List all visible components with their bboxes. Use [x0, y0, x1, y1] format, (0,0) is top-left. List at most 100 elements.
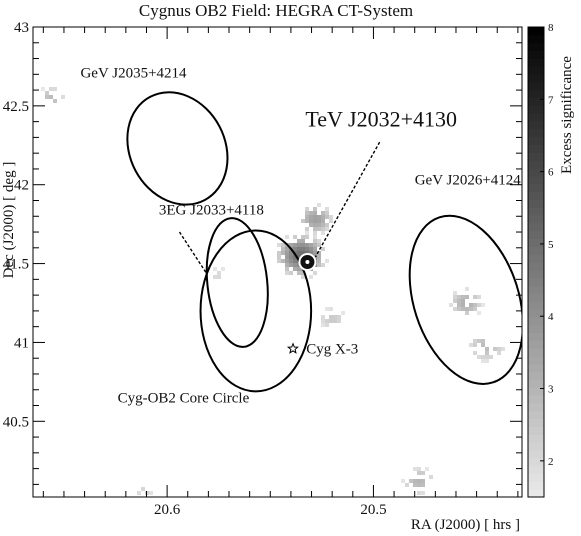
- colorbar-step: [528, 403, 544, 412]
- heatmap-cell: [213, 275, 217, 279]
- colorbar-step: [528, 316, 544, 326]
- heatmap-cell: [485, 347, 489, 351]
- heatmap-cell: [453, 299, 457, 303]
- heatmap-cell: [297, 243, 301, 247]
- x-tick-label: 20.5: [360, 502, 386, 518]
- annotation-gev-j2026-4124: GeV J2026+4124: [415, 173, 522, 189]
- heatmap-cell: [41, 87, 45, 91]
- heatmap-cell: [309, 223, 313, 227]
- colorbar-step: [528, 152, 544, 161]
- heatmap-cell: [473, 351, 477, 355]
- heatmap-cell: [473, 303, 477, 307]
- annotation-cyg-x-3: Cyg X-3: [306, 342, 358, 358]
- heatmap-cell: [325, 227, 329, 231]
- heatmap-cell: [461, 295, 465, 299]
- colorbar-tick-label: 7: [548, 94, 554, 106]
- heatmap-cell: [449, 303, 453, 307]
- heatmap-cell: [429, 475, 433, 479]
- heatmap-cell: [321, 223, 325, 227]
- heatmap-cell: [313, 271, 317, 275]
- heatmap-cell: [45, 95, 49, 99]
- heatmap-cell: [313, 251, 317, 255]
- heatmap-cell: [317, 259, 321, 263]
- heatmap-cell: [473, 339, 477, 343]
- star-icon: [286, 342, 299, 354]
- colorbar: 2 3 4 5 6 7 8: [527, 22, 554, 498]
- heatmap-cell: [313, 227, 317, 231]
- colorbar-step: [528, 387, 544, 396]
- annotation-cyg-ob2-core-circle: Cyg-OB2 Core Circle: [118, 390, 250, 406]
- heatmap-cell: [477, 339, 481, 343]
- heatmap-cell: [281, 251, 285, 255]
- heatmap-cell: [421, 491, 425, 495]
- heatmap-cell: [305, 251, 309, 255]
- heatmap-cell: [321, 215, 325, 219]
- colorbar-step: [528, 457, 544, 467]
- colorbar-step: [528, 74, 544, 83]
- heatmap-cell: [277, 255, 281, 259]
- heatmap-cell: [477, 311, 481, 315]
- colorbar-step: [528, 230, 544, 239]
- y-tick-label: 43: [14, 20, 29, 36]
- colorbar-step: [528, 50, 544, 59]
- heatmap-cell: [341, 311, 345, 315]
- heatmap-cell: [489, 355, 493, 359]
- colorbar-step: [528, 105, 544, 114]
- colorbar-step: [528, 191, 544, 200]
- colorbar-step: [528, 309, 544, 318]
- heatmap-cell: [321, 247, 325, 251]
- heatmap-cell: [317, 227, 321, 231]
- colorbar-step: [528, 473, 544, 482]
- heatmap-cell: [61, 95, 65, 99]
- colorbar-step: [528, 395, 544, 404]
- heatmap-cell: [289, 243, 293, 247]
- heatmap-cell: [461, 303, 465, 307]
- heatmap-cell: [305, 231, 309, 235]
- y-tick-label: 40.5: [3, 414, 29, 430]
- heatmap-cell: [317, 263, 321, 267]
- heatmap-cell: [473, 343, 477, 347]
- ellipse-gev-j2035-4214: [126, 91, 229, 206]
- y-axis-title: Dec (J2000) [ deg ]: [1, 162, 17, 279]
- heatmap-cell: [309, 247, 313, 251]
- heatmap-cell: [313, 239, 317, 243]
- y-tick-label: 41: [14, 335, 29, 351]
- y-axis: 40.5 41 41.5 42 42.5 43: [3, 20, 522, 485]
- ellipse-gev-j2026-4124: [408, 214, 522, 385]
- colorbar-tick-label: 6: [548, 167, 554, 179]
- heatmap-cell: [317, 215, 321, 219]
- heatmap-cell: [317, 251, 321, 255]
- colorbar-step: [528, 121, 544, 130]
- colorbar-step: [528, 450, 544, 459]
- colorbar-step: [528, 262, 544, 271]
- heatmap-cell: [425, 467, 429, 471]
- heatmap-cell: [309, 243, 313, 247]
- colorbar-step: [528, 465, 544, 474]
- colorbar-step: [528, 144, 544, 153]
- heatmap-cell: [289, 251, 293, 255]
- ellipse-cyg-ob2-core-circle: [199, 229, 313, 393]
- heatmap-cell: [301, 271, 305, 275]
- heatmap-cell: [317, 219, 321, 223]
- colorbar-step: [528, 442, 544, 451]
- colorbar-step: [528, 199, 544, 208]
- leader-3eg-j2033: [178, 231, 207, 274]
- heatmap-cell: [213, 267, 217, 271]
- colorbar-step: [528, 301, 544, 310]
- heatmap-cell: [305, 211, 309, 215]
- colorbar-frame: [527, 26, 545, 498]
- colorbar-step: [528, 269, 544, 279]
- heatmap-cell: [325, 307, 329, 311]
- heatmap-cell: [485, 359, 489, 363]
- heatmap-cell: [309, 251, 313, 255]
- colorbar-step: [528, 58, 544, 67]
- heatmap-cell: [481, 343, 485, 347]
- heatmap-cell: [305, 219, 309, 223]
- colorbar-tick-label: 3: [548, 384, 554, 396]
- heatmap-cell: [293, 255, 297, 259]
- colorbar-step: [528, 215, 544, 224]
- heatmap-cell: [297, 247, 301, 251]
- heatmap-cell: [289, 263, 293, 267]
- heatmap-cell: [325, 207, 329, 211]
- heatmap-cell: [301, 239, 305, 243]
